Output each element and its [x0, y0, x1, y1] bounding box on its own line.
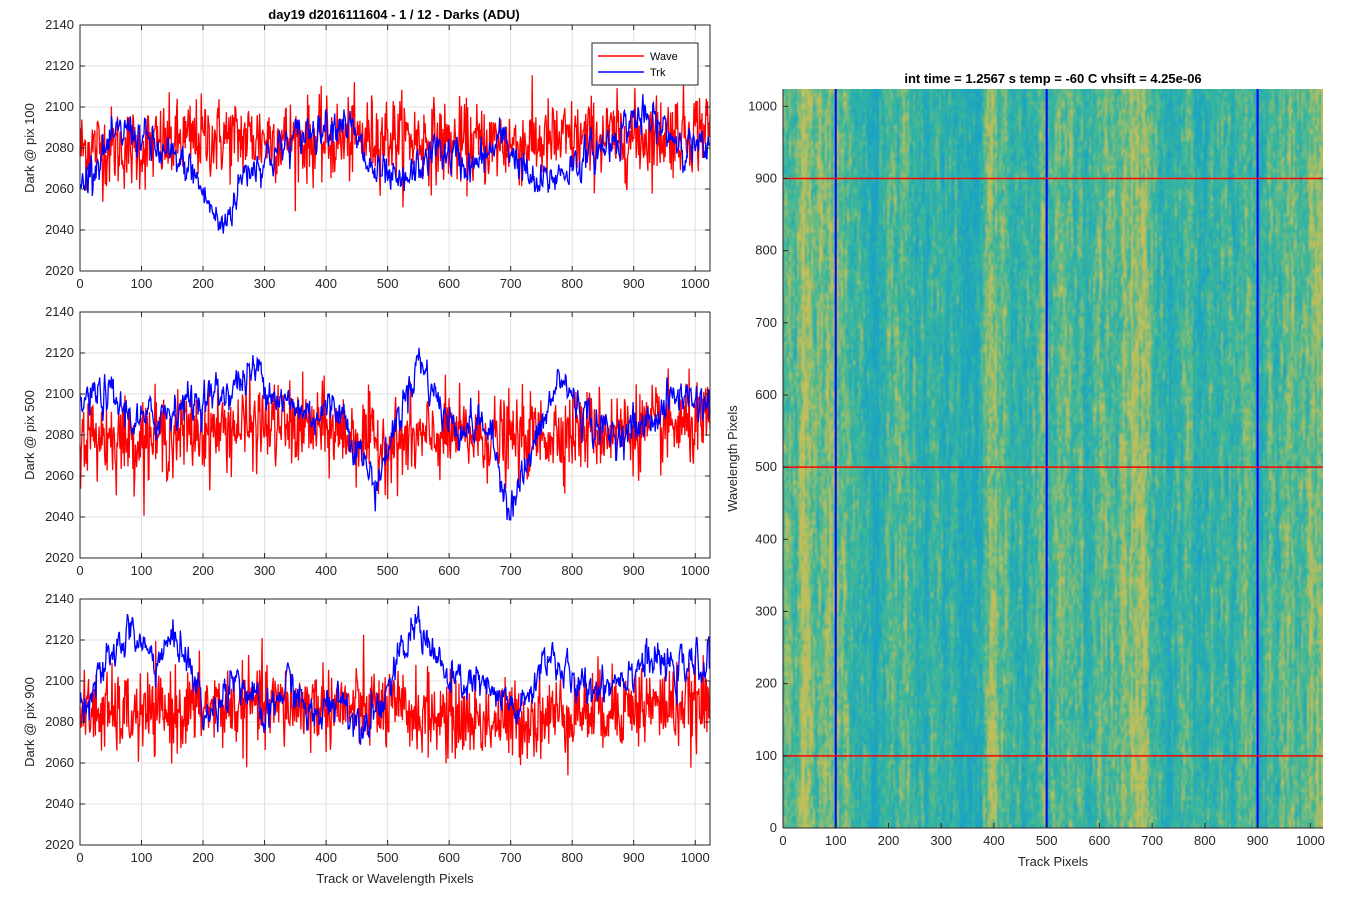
- x-tick-label: 600: [438, 850, 460, 865]
- y-tick-label: 2040: [45, 509, 74, 524]
- dark-frame-heatmap: 0 100 200 300 400 500 600 700 800 900 1000 0 100 200 3…: [725, 71, 1325, 869]
- y-tick-label: 2020: [45, 263, 74, 278]
- y-tick-label: 2020: [45, 550, 74, 565]
- x-tick-label: 400: [315, 563, 337, 578]
- x-tick-label: 300: [254, 276, 276, 291]
- y-tick-label: 2140: [45, 304, 74, 319]
- y-axis-label: Dark @ pix 500: [22, 390, 37, 480]
- y-tick-label: 500: [755, 459, 777, 474]
- y-tick-label: 900: [755, 170, 777, 185]
- series-line-trk: [79, 347, 711, 521]
- x-tick-label: 0: [76, 276, 83, 291]
- y-tick-label: 2060: [45, 755, 74, 770]
- y-tick-label: 2040: [45, 222, 74, 237]
- y-tick-label: 200: [755, 676, 777, 691]
- x-tick-label: 0: [779, 833, 786, 848]
- y-tick-label: 400: [755, 531, 777, 546]
- x-tick-label: 1000: [681, 563, 710, 578]
- y-tick-label: 0: [770, 820, 777, 835]
- x-tick-label: 100: [131, 563, 153, 578]
- x-tick-label: 400: [315, 850, 337, 865]
- x-axis-label: Track or Wavelength Pixels: [316, 871, 474, 886]
- y-tick-label: 800: [755, 243, 777, 258]
- x-tick-label: 800: [561, 563, 583, 578]
- x-tick-label: 500: [377, 850, 399, 865]
- x-tick-label: 700: [1141, 833, 1163, 848]
- x-axis-label: Track Pixels: [1018, 854, 1089, 869]
- x-tick-label: 400: [983, 833, 1005, 848]
- y-tick-label: 2120: [45, 58, 74, 73]
- x-tick-label: 400: [315, 276, 337, 291]
- y-tick-label: 2100: [45, 386, 74, 401]
- x-tick-label: 100: [131, 276, 153, 291]
- plot-dark-pix-100: 0 100 200 300 400 500 600 700 800 900 1000 2020 2040…: [22, 17, 711, 291]
- y-tick-label: 2040: [45, 796, 74, 811]
- x-tick-label: 700: [500, 563, 522, 578]
- y-tick-label: 2100: [45, 99, 74, 114]
- y-tick-label: 600: [755, 387, 777, 402]
- y-tick-label: 2100: [45, 673, 74, 688]
- x-tick-label: 900: [623, 563, 645, 578]
- x-tick-label: 900: [623, 850, 645, 865]
- x-tick-label: 1000: [681, 276, 710, 291]
- x-tick-label: 300: [930, 833, 952, 848]
- heatmap-image: [783, 89, 1323, 828]
- x-tick-label: 300: [254, 563, 276, 578]
- x-tick-label: 900: [623, 276, 645, 291]
- x-tick-label: 600: [438, 276, 460, 291]
- y-tick-label: 2080: [45, 427, 74, 442]
- y-axis-label: Dark @ pix 100: [22, 103, 37, 193]
- y-tick-label: 1000: [748, 98, 777, 113]
- x-tick-label: 700: [500, 276, 522, 291]
- x-tick-label: 200: [192, 850, 214, 865]
- y-tick-label: 700: [755, 315, 777, 330]
- x-tick-label: 200: [878, 833, 900, 848]
- x-tick-label: 500: [1036, 833, 1058, 848]
- plot-dark-pix-500: 0 100 200 300 400 500 600 700 800 900 1000 2020 2040…: [22, 304, 711, 578]
- plot-dark-pix-900: 0 100 200 300 400 500 600 700 800 900 1000 2020 2040…: [22, 591, 711, 886]
- x-tick-label: 200: [192, 563, 214, 578]
- x-tick-label: 800: [561, 276, 583, 291]
- figure-title: day19 d2016111604 - 1 / 12 - Darks (ADU): [268, 7, 519, 22]
- series-line-wave: [79, 634, 711, 776]
- y-tick-label: 2020: [45, 837, 74, 852]
- x-tick-label: 600: [1089, 833, 1111, 848]
- y-tick-label: 2080: [45, 714, 74, 729]
- y-tick-label: 2140: [45, 17, 74, 32]
- y-tick-label: 2060: [45, 468, 74, 483]
- legend-label-trk: Trk: [650, 67, 666, 79]
- x-tick-label: 0: [76, 850, 83, 865]
- x-tick-label: 0: [76, 563, 83, 578]
- y-tick-label: 2060: [45, 181, 74, 196]
- legend-box: [591, 42, 699, 86]
- y-tick-label: 2140: [45, 591, 74, 606]
- x-tick-label: 500: [377, 563, 399, 578]
- x-tick-label: 300: [254, 850, 276, 865]
- x-tick-label: 1000: [1296, 833, 1325, 848]
- y-tick-label: 2120: [45, 632, 74, 647]
- series-line-wave: [79, 75, 711, 212]
- series-line-trk: [79, 605, 711, 745]
- y-axis-label: Wavelength Pixels: [725, 405, 740, 512]
- y-tick-label: 300: [755, 603, 777, 618]
- legend-label-wave: Wave: [650, 51, 678, 63]
- x-tick-label: 1000: [681, 850, 710, 865]
- x-tick-label: 900: [1247, 833, 1269, 848]
- heatmap-title: int time = 1.2567 s temp = -60 C vhsift …: [904, 71, 1201, 86]
- x-tick-label: 100: [825, 833, 847, 848]
- y-tick-label: 100: [755, 748, 777, 763]
- y-tick-label: 2120: [45, 345, 74, 360]
- x-tick-label: 800: [1194, 833, 1216, 848]
- y-tick-label: 2080: [45, 140, 74, 155]
- series-line-trk: [79, 94, 711, 234]
- x-tick-label: 200: [192, 276, 214, 291]
- x-tick-label: 500: [377, 276, 399, 291]
- x-tick-label: 600: [438, 563, 460, 578]
- x-tick-label: 700: [500, 850, 522, 865]
- y-axis-label: Dark @ pix 900: [22, 677, 37, 767]
- legend: Wave Trk: [591, 42, 699, 86]
- x-tick-label: 800: [561, 850, 583, 865]
- x-tick-label: 100: [131, 850, 153, 865]
